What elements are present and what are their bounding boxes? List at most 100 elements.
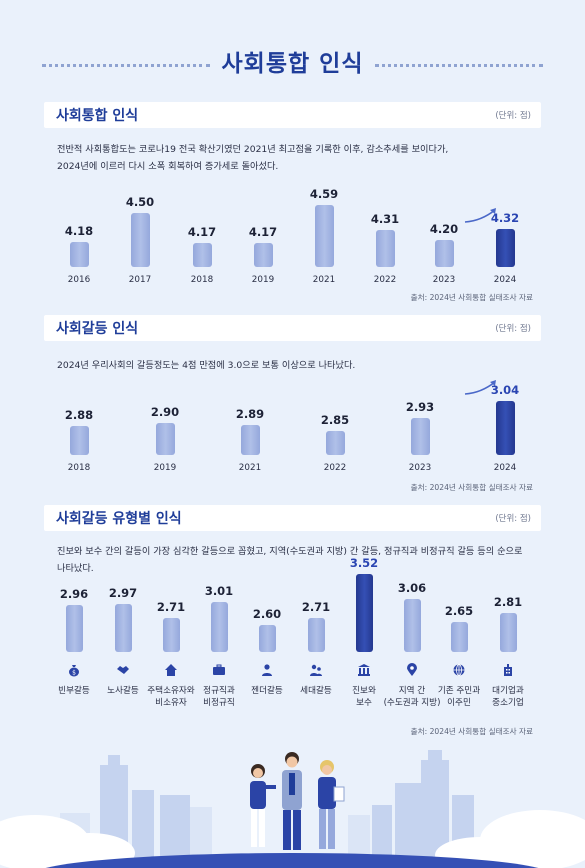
category-label-line: 중소기업 [492, 698, 524, 708]
location-pin-icon [405, 662, 419, 676]
trend-arrow-icon [464, 379, 496, 395]
title-dots-right [375, 64, 543, 68]
handshake-icon [116, 662, 130, 676]
value-label: 2.93 [405, 400, 435, 415]
category-label: 2016 [67, 275, 91, 285]
bar [253, 242, 273, 267]
money-bag-icon: $ [67, 662, 81, 677]
category-label: 노사갈등 [88, 685, 158, 697]
value-label: 4.50 [125, 195, 155, 209]
bar [130, 213, 150, 267]
city-scene-illustration [0, 750, 585, 868]
description-line: 나타났다. [57, 563, 94, 574]
building-icon [501, 662, 515, 676]
description-line: 전반적 사회통합도는 코로나19 전국 확산기였던 2021년 최고점을 기록한… [57, 144, 449, 155]
category-label: 세대갈등 [281, 685, 351, 697]
person-illustration [250, 764, 276, 847]
source-note: 출처: 2024년 사회통합 실태조사 자료 [410, 483, 533, 492]
value-label: 2.60 [252, 606, 282, 621]
title-area: 사회통합 인식 [0, 44, 585, 84]
unit-label: (단위: 점) [495, 324, 531, 334]
bar [450, 621, 468, 652]
value-label: 2.81 [493, 594, 523, 609]
bar [495, 400, 515, 455]
category-label-line: 지역 간 [398, 686, 426, 696]
value-label: 4.59 [309, 186, 339, 201]
bar [65, 604, 83, 652]
institution-icon [357, 662, 371, 676]
person-illustration [318, 760, 345, 849]
category-label-line: 노사갈등 [107, 686, 139, 696]
category-label: 2022 [373, 275, 397, 285]
section-title: 사회통합 인식 [56, 108, 139, 124]
bar [403, 599, 421, 652]
value-label: 2.96 [59, 586, 89, 601]
value-label: 2.71 [301, 600, 331, 615]
bar [162, 618, 180, 652]
bar [69, 426, 89, 455]
value-label: 3.06 [397, 581, 427, 596]
conflict-bar-chart: 2.88 2018 2.90 2019 2.89 2021 2.85 2022 2.93 2023… [0, 379, 585, 475]
section-header-conflict-types: 사회갈등 유형별 인식 (단위: 점) [44, 505, 541, 531]
category-label-line: 기존 주민과 [437, 686, 481, 696]
category-label: 2018 [190, 275, 214, 285]
description-line: 2024년 우리사회의 갈등정도는 4점 만점에 3.0으로 보통 이상으로 나… [57, 360, 356, 371]
description-line: 진보와 보수 간의 갈등이 가장 심각한 갈등으로 꼽혔고, 지역(수도권과 지… [57, 546, 523, 557]
value-label: 2.85 [320, 413, 350, 427]
category-label-line: 비소유자 [155, 698, 187, 708]
category-label: 2018 [67, 463, 91, 473]
category-label-line: 세대갈등 [300, 686, 332, 696]
category-label: 정규직과 비정규직 [184, 685, 254, 709]
category-label: 2017 [128, 275, 152, 285]
category-label: 주택소유자와 비소유자 [136, 685, 206, 709]
bar [314, 204, 334, 267]
value-label: 4.17 [187, 224, 217, 239]
bar [192, 242, 212, 267]
value-label: 2.65 [444, 603, 474, 618]
category-label: 2021 [312, 275, 336, 285]
category-label: 지역 간 (수도권과 지방) [377, 685, 447, 709]
section-header-conflict: 사회갈등 인식 (단위: 점) [44, 315, 541, 341]
unit-label: (단위: 점) [495, 111, 531, 121]
category-label-line: 대기업과 [492, 686, 524, 696]
value-label: 4.20 [429, 222, 459, 236]
value-label: 2.88 [64, 408, 94, 423]
value-label: 2.71 [156, 600, 186, 615]
bar [325, 431, 345, 455]
value-label: 4.17 [248, 224, 278, 239]
category-label-line: 젠더갈등 [251, 686, 283, 696]
bar [434, 240, 454, 267]
section-header-integration: 사회통합 인식 (단위: 점) [44, 102, 541, 128]
source-note: 출처: 2024년 사회통합 실태조사 자료 [410, 293, 533, 302]
category-label-line: 보수 [356, 698, 372, 708]
category-label-line: 빈부갈등 [58, 686, 90, 696]
bar [410, 418, 430, 455]
conflict-type-bar-chart: 2.96 $ 빈부갈등 2.97 노사갈등 2.71 주택소유자와 비소유자 3.01 정규직과 비… [0, 556, 585, 720]
value-label: 4.32 [490, 211, 520, 226]
section-title: 사회갈등 유형별 인식 [56, 511, 182, 527]
category-label-line: 이주민 [447, 698, 471, 708]
category-label: 2021 [238, 463, 262, 473]
family-icon [309, 662, 323, 676]
bar [495, 229, 515, 267]
category-label: 2023 [408, 463, 432, 473]
category-label: 2022 [323, 463, 347, 473]
briefcase-icon [212, 662, 226, 676]
category-label: 2024 [493, 275, 517, 285]
person-illustration [282, 752, 302, 850]
bar [375, 230, 395, 267]
value-label: 3.52 [349, 555, 379, 570]
page-title: 사회통합 인식 [221, 51, 364, 77]
value-label: 2.90 [150, 405, 180, 419]
category-label: 젠더갈등 [232, 685, 302, 697]
svg-text:$: $ [72, 670, 76, 677]
category-label-line: 진보와 [352, 686, 376, 696]
house-icon [164, 662, 178, 676]
bar [258, 624, 276, 652]
value-label: 4.31 [370, 212, 400, 227]
bar [240, 424, 260, 455]
value-label: 3.04 [490, 382, 520, 397]
